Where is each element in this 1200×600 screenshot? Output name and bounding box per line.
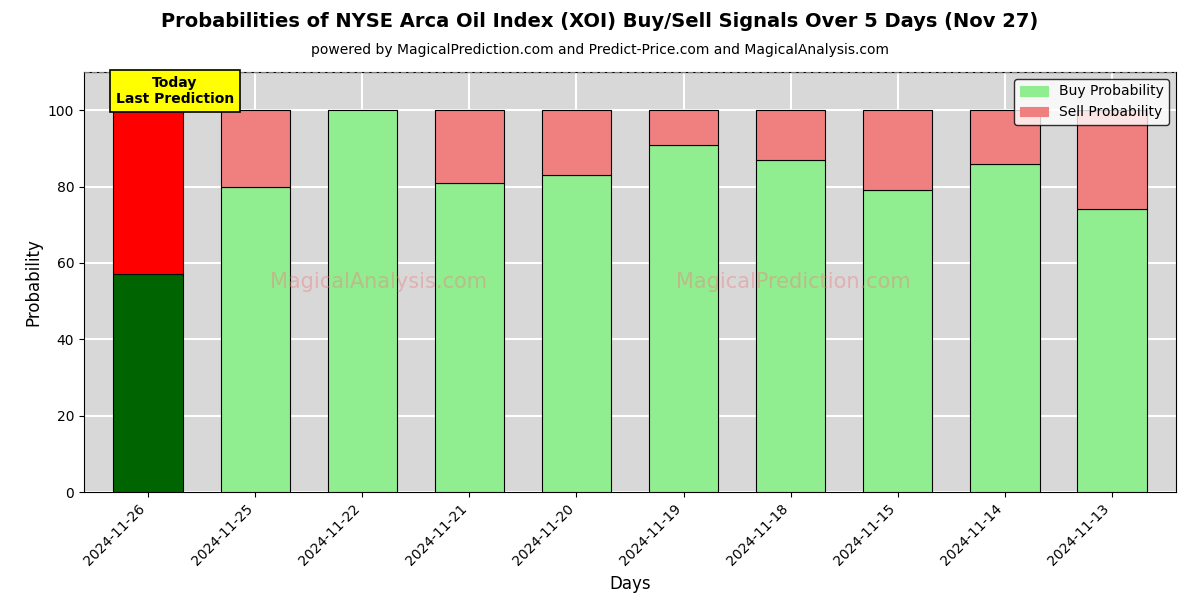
Bar <box>221 110 290 187</box>
Text: MagicalPrediction.com: MagicalPrediction.com <box>677 272 911 292</box>
Y-axis label: Probability: Probability <box>24 238 42 326</box>
Bar <box>328 110 397 492</box>
Bar <box>434 183 504 492</box>
Bar <box>541 175 611 492</box>
X-axis label: Days: Days <box>610 575 650 593</box>
Bar <box>1076 110 1146 209</box>
Bar <box>649 145 719 492</box>
Bar <box>114 110 184 274</box>
Bar <box>756 110 826 160</box>
Bar <box>863 190 932 492</box>
Legend: Buy Probability, Sell Probability: Buy Probability, Sell Probability <box>1014 79 1169 125</box>
Bar <box>541 110 611 175</box>
Bar <box>756 160 826 492</box>
Bar <box>1076 209 1146 492</box>
Bar <box>649 110 719 145</box>
Text: MagicalAnalysis.com: MagicalAnalysis.com <box>270 272 487 292</box>
Bar <box>970 164 1039 492</box>
Bar <box>114 274 184 492</box>
Bar <box>434 110 504 183</box>
Text: powered by MagicalPrediction.com and Predict-Price.com and MagicalAnalysis.com: powered by MagicalPrediction.com and Pre… <box>311 43 889 57</box>
Text: Probabilities of NYSE Arca Oil Index (XOI) Buy/Sell Signals Over 5 Days (Nov 27): Probabilities of NYSE Arca Oil Index (XO… <box>161 12 1039 31</box>
Bar <box>970 110 1039 164</box>
Bar <box>221 187 290 492</box>
Bar <box>863 110 932 190</box>
Text: Today
Last Prediction: Today Last Prediction <box>116 76 234 106</box>
